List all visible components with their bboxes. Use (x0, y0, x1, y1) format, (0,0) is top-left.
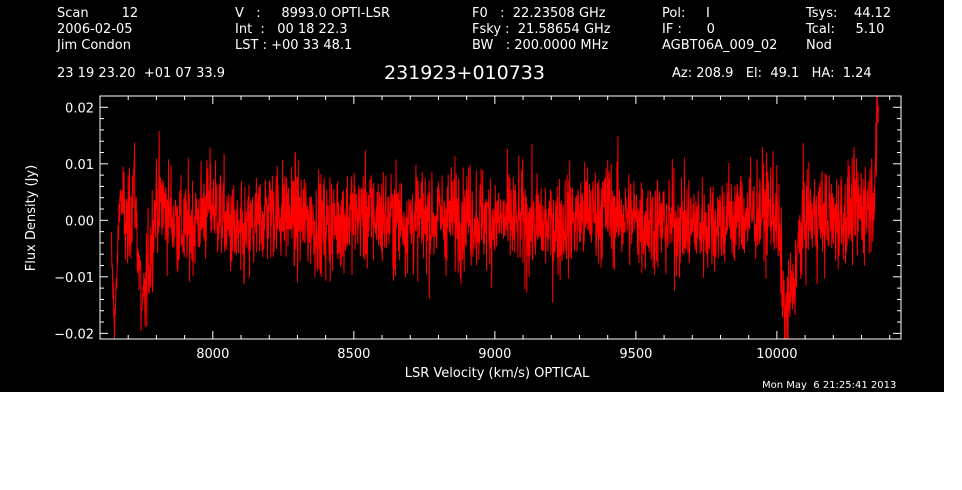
if-number: IF : 0 (662, 22, 715, 37)
spectrum-trace-group (110, 95, 879, 340)
x-axis-label: LSR Velocity (km/s) OPTICAL (405, 366, 590, 381)
switching-mode: Nod (806, 38, 832, 53)
az-el-ha: Az: 208.9 El: 49.1 HA: 1.24 (672, 66, 872, 81)
y-tick-label: 0.00 (65, 214, 94, 229)
y-tick-label: 0.01 (65, 158, 94, 173)
velocity-info: V : 8993.0 OPTI-LSR (235, 6, 391, 21)
x-tick-label: 8500 (337, 347, 370, 362)
x-tick-label: 9000 (478, 347, 511, 362)
integration-time: Int : 00 18 22.3 (235, 22, 348, 37)
sky-frequency: Fsky : 21.58654 GHz (472, 22, 611, 37)
spectrum-line (110, 95, 879, 340)
bandwidth: BW : 200.0000 MHz (472, 38, 609, 53)
source-coordinates: 23 19 23.20 +01 07 33.9 (57, 66, 226, 81)
rest-frequency: F0 : 22.23508 GHz (472, 6, 606, 21)
scan-number: Scan 12 (57, 6, 139, 21)
lst-info: LST : +00 33 48.1 (235, 38, 353, 53)
tcal: Tcal: 5.10 (806, 22, 885, 37)
plot-panel: Scan 12 2006-02-05 Jim Condon V : 8993.0… (0, 0, 944, 392)
plot-timestamp: Mon May 6 21:25:41 2013 (762, 380, 897, 391)
x-tick-label: 9500 (619, 347, 652, 362)
source-name: 231923+010733 (384, 62, 545, 84)
axis-ticks-group: 8000 8500 9000 9500 10000 −0.02 −0.01 0.00 0.01 0… (54, 96, 901, 362)
tsys: Tsys: 44.12 (806, 6, 892, 21)
polarization: Pol: I (662, 6, 710, 21)
y-tick-label: −0.02 (54, 327, 94, 342)
x-tick-label: 8000 (196, 347, 229, 362)
spectrum-chart: 8000 8500 9000 9500 10000 −0.02 −0.01 0.00 0.01 0… (24, 95, 902, 381)
x-tick-label: 10000 (756, 347, 797, 362)
observation-date: 2006-02-05 (57, 22, 133, 37)
y-tick-label: 0.02 (65, 101, 94, 116)
y-axis-label: Flux Density (Jy) (24, 165, 39, 271)
project-id: AGBT06A_009_02 (662, 38, 778, 53)
plot-frame (99, 95, 902, 340)
observer-name: Jim Condon (57, 38, 131, 53)
y-tick-label: −0.01 (54, 271, 94, 286)
